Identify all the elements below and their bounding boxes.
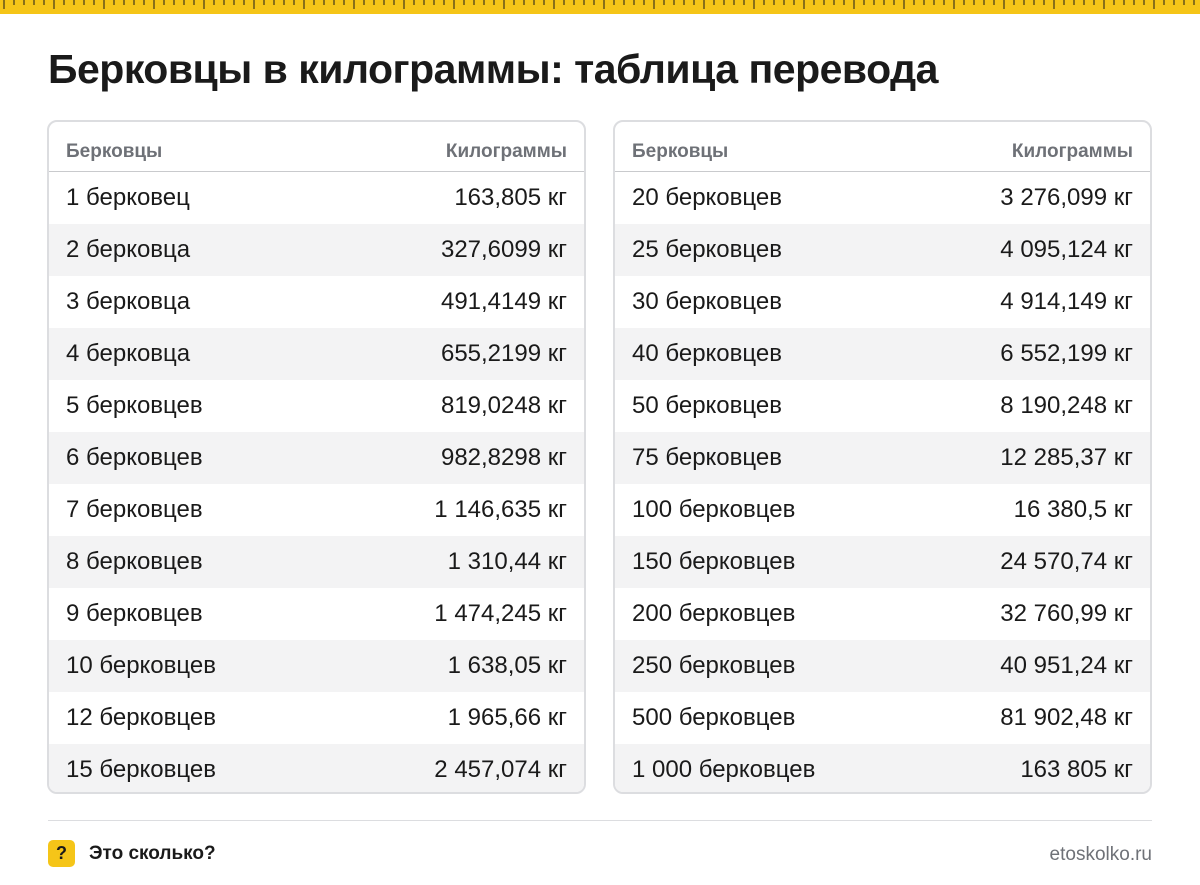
- kilograms-cell: 163 805 кг: [1020, 756, 1133, 783]
- conversion-table-right: Берковцы Килограммы 20 берковцев 3 276,09…: [613, 120, 1152, 794]
- unit-cell: 3 берковца: [66, 288, 191, 315]
- kilograms-cell: 163,805 кг: [454, 184, 567, 211]
- kilograms-cell: 12 285,37 кг: [1000, 444, 1133, 471]
- unit-cell: 1 берковец: [66, 184, 190, 211]
- kilograms-cell: 1 310,44 кг: [447, 548, 567, 575]
- unit-cell: 10 берковцев: [66, 652, 216, 679]
- table-row: 8 берковцев 1 310,44 кг: [49, 536, 584, 588]
- kilograms-cell: 4 095,124 кг: [1000, 236, 1133, 263]
- table-row: 250 берковцев 40 951,24 кг: [615, 640, 1150, 692]
- unit-cell: 40 берковцев: [632, 340, 782, 367]
- table-row: 3 берковца 491,4149 кг: [49, 276, 584, 328]
- table-row: 500 берковцев 81 902,48 кг: [615, 692, 1150, 744]
- kilograms-cell: 491,4149 кг: [440, 288, 567, 315]
- table-body: 20 берковцев 3 276,099 кг 25 берковцев 4 09…: [615, 172, 1150, 792]
- unit-cell: 6 берковцев: [66, 444, 203, 471]
- ruler-ticks: [3, 0, 1195, 9]
- kilograms-cell: 6 552,199 кг: [1000, 340, 1133, 367]
- table-row: 7 берковцев 1 146,635 кг: [49, 484, 584, 536]
- kilograms-cell: 32 760,99 кг: [1000, 600, 1133, 627]
- kilograms-cell: 8 190,248 кг: [1000, 392, 1133, 419]
- unit-cell: 9 берковцев: [66, 600, 203, 627]
- ruler-strip: [0, 0, 1200, 14]
- conversion-table-left: Берковцы Килограммы 1 берковец 163,805 кг…: [47, 120, 586, 794]
- unit-cell: 1 000 берковцев: [632, 756, 816, 783]
- site-link[interactable]: etoskolko.ru: [1049, 844, 1152, 865]
- unit-cell: 20 берковцев: [632, 184, 782, 211]
- table-header: Берковцы Килограммы: [49, 122, 584, 172]
- kilograms-cell: 1 146,635 кг: [434, 496, 567, 523]
- table-row: 40 берковцев 6 552,199 кг: [615, 328, 1150, 380]
- brand-name: Это сколько?: [89, 843, 216, 864]
- table-body: 1 берковец 163,805 кг 2 берковца 327,6099 к…: [49, 172, 584, 792]
- table-row: 200 берковцев 32 760,99 кг: [615, 588, 1150, 640]
- kilograms-cell: 40 951,24 кг: [1000, 652, 1133, 679]
- unit-cell: 2 берковца: [66, 236, 191, 263]
- table-row: 25 берковцев 4 095,124 кг: [615, 224, 1150, 276]
- table-row: 9 берковцев 1 474,245 кг: [49, 588, 584, 640]
- table-row: 15 берковцев 2 457,074 кг: [49, 744, 584, 792]
- table-row: 6 берковцев 982,8298 кг: [49, 432, 584, 484]
- unit-cell: 15 берковцев: [66, 756, 216, 783]
- table-row: 75 берковцев 12 285,37 кг: [615, 432, 1150, 484]
- question-mark-icon: ?: [48, 840, 75, 867]
- kilograms-cell: 327,6099 кг: [440, 236, 567, 263]
- table-row: 1 берковец 163,805 кг: [49, 172, 584, 224]
- unit-cell: 4 берковца: [66, 340, 191, 367]
- column-header-berkovtsy: Берковцы: [66, 141, 163, 162]
- kilograms-cell: 4 914,149 кг: [1000, 288, 1133, 315]
- kilograms-cell: 2 457,074 кг: [434, 756, 567, 783]
- table-row: 2 берковца 327,6099 кг: [49, 224, 584, 276]
- kilograms-cell: 24 570,74 кг: [1000, 548, 1133, 575]
- kilograms-cell: 1 638,05 кг: [447, 652, 567, 679]
- kilograms-cell: 819,0248 кг: [440, 392, 567, 419]
- kilograms-cell: 982,8298 кг: [440, 444, 567, 471]
- unit-cell: 12 берковцев: [66, 704, 216, 731]
- unit-cell: 150 берковцев: [632, 548, 796, 575]
- table-row: 20 берковцев 3 276,099 кг: [615, 172, 1150, 224]
- kilograms-cell: 3 276,099 кг: [1000, 184, 1133, 211]
- unit-cell: 7 берковцев: [66, 496, 203, 523]
- unit-cell: 200 берковцев: [632, 600, 796, 627]
- table-row: 5 берковцев 819,0248 кг: [49, 380, 584, 432]
- column-header-kilograms: Килограммы: [1011, 141, 1133, 162]
- unit-cell: 75 берковцев: [632, 444, 782, 471]
- unit-cell: 8 берковцев: [66, 548, 203, 575]
- table-row: 4 берковца 655,2199 кг: [49, 328, 584, 380]
- kilograms-cell: 1 965,66 кг: [447, 704, 567, 731]
- kilograms-cell: 81 902,48 кг: [1000, 704, 1133, 731]
- table-row: 1 000 берковцев 163 805 кг: [615, 744, 1150, 792]
- kilograms-cell: 655,2199 кг: [440, 340, 567, 367]
- column-header-kilograms: Килограммы: [445, 141, 567, 162]
- unit-cell: 25 берковцев: [632, 236, 782, 263]
- table-row: 30 берковцев 4 914,149 кг: [615, 276, 1150, 328]
- column-header-berkovtsy: Берковцы: [632, 141, 729, 162]
- table-header: Берковцы Килограммы: [615, 122, 1150, 172]
- unit-cell: 500 берковцев: [632, 704, 796, 731]
- unit-cell: 30 берковцев: [632, 288, 782, 315]
- unit-cell: 250 берковцев: [632, 652, 796, 679]
- kilograms-cell: 16 380,5 кг: [1013, 496, 1133, 523]
- page-title: Берковцы в килограммы: таблица перевода: [48, 46, 938, 92]
- table-row: 12 берковцев 1 965,66 кг: [49, 692, 584, 744]
- unit-cell: 100 берковцев: [632, 496, 796, 523]
- table-row: 10 берковцев 1 638,05 кг: [49, 640, 584, 692]
- kilograms-cell: 1 474,245 кг: [434, 600, 567, 627]
- unit-cell: 50 берковцев: [632, 392, 782, 419]
- unit-cell: 5 берковцев: [66, 392, 203, 419]
- table-row: 150 берковцев 24 570,74 кг: [615, 536, 1150, 588]
- table-row: 100 берковцев 16 380,5 кг: [615, 484, 1150, 536]
- table-row: 50 берковцев 8 190,248 кг: [615, 380, 1150, 432]
- footer-divider: [48, 820, 1152, 821]
